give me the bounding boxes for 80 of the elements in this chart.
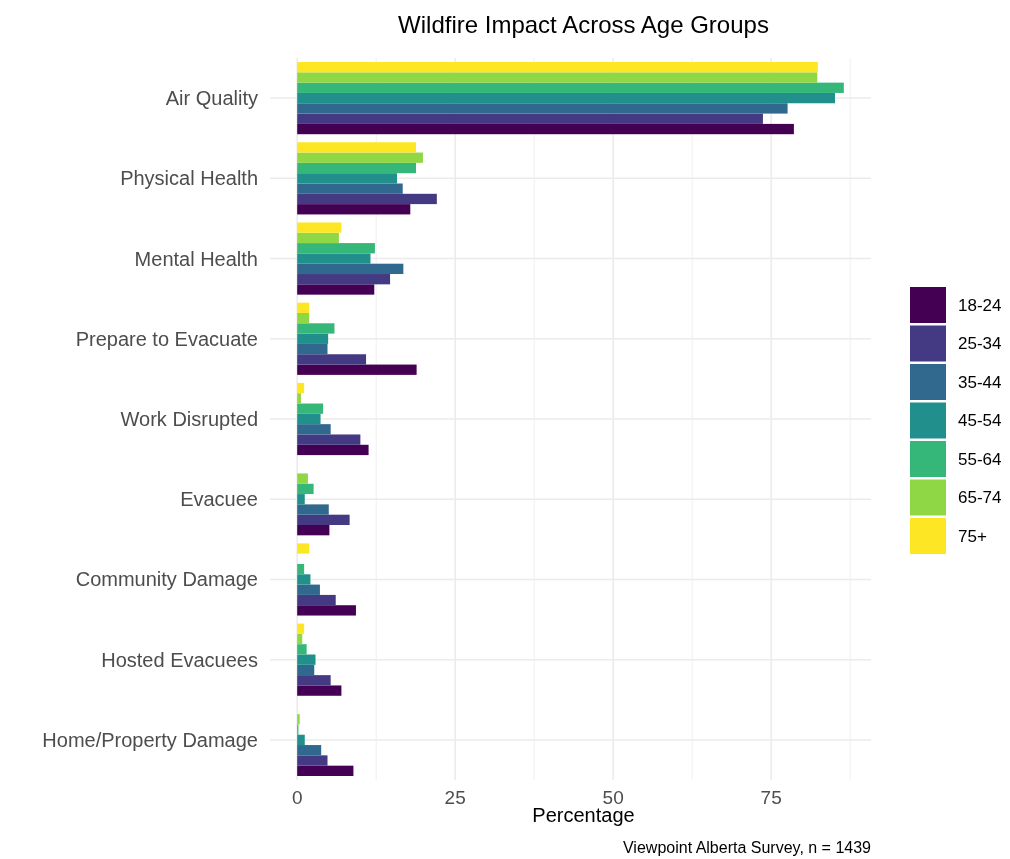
bar: [297, 333, 329, 344]
y-tick-label: Hosted Evacuees: [101, 648, 258, 671]
bar: [297, 654, 316, 665]
legend-label: 45-54: [958, 411, 1002, 431]
bar: [297, 605, 356, 616]
bar: [297, 343, 328, 355]
y-tick-label: Prepare to Evacuate: [75, 327, 258, 350]
y-tick-label: Work Disrupted: [120, 408, 258, 430]
bar: [297, 204, 411, 215]
bar: [297, 393, 301, 404]
bar: [297, 274, 391, 285]
bar: [297, 413, 321, 425]
bar: [297, 323, 335, 334]
legend-label: 55-64: [958, 449, 1002, 469]
bar: [297, 103, 788, 114]
bar: [297, 644, 307, 655]
bar: [297, 734, 305, 746]
bar: [297, 284, 375, 295]
y-tick-label: Home/Property Damage: [42, 728, 258, 751]
bar: [297, 302, 310, 313]
bar: [297, 232, 339, 244]
bar: [297, 364, 417, 375]
bar: [297, 745, 322, 756]
bar: [297, 72, 818, 83]
bar: [297, 594, 336, 606]
bar: [297, 403, 324, 414]
bar: [297, 444, 369, 456]
legend-label: 75+: [958, 526, 987, 546]
legend-label: 35-44: [958, 372, 1002, 392]
y-tick-label: Community Damage: [75, 568, 258, 591]
legend-label: 25-34: [958, 334, 1002, 354]
bar: [297, 113, 763, 124]
bar: [297, 142, 416, 153]
bar: [297, 424, 331, 435]
bar: [297, 685, 342, 696]
bar: [297, 525, 330, 536]
bar: [297, 253, 371, 264]
bar: [297, 514, 350, 526]
y-tick-label: Evacuee: [180, 488, 258, 511]
legend-label: 18-24: [958, 295, 1002, 315]
chart-title: Wildfire Impact Across Age Groups: [398, 11, 769, 38]
bar: [297, 563, 305, 575]
text: Viewpoint Alberta Survey, n = 1439: [622, 839, 872, 856]
bar: [297, 312, 310, 324]
bar: [297, 123, 794, 135]
bar: [297, 504, 329, 515]
bar: [297, 584, 320, 595]
bar: [297, 675, 331, 686]
bar: [297, 183, 403, 194]
bar: [297, 574, 311, 585]
bar: [297, 82, 844, 93]
bar: [297, 152, 423, 163]
bar: [297, 755, 328, 766]
bar: [297, 222, 342, 233]
x-tick-label: 25: [444, 786, 466, 808]
bar: [297, 263, 404, 275]
y-tick-label: Physical Health: [120, 167, 258, 190]
bar: [297, 473, 308, 484]
y-tick-label: Mental Health: [134, 247, 258, 270]
bar: [297, 483, 314, 495]
bar: [297, 714, 300, 725]
bar: [297, 243, 375, 254]
bar: [297, 623, 305, 634]
bar: [297, 494, 305, 505]
bar: [297, 162, 416, 174]
bar: [297, 382, 305, 394]
bar: [297, 543, 310, 554]
bar: [297, 193, 437, 205]
y-tick-label: Air Quality: [165, 87, 258, 110]
legend-label: 65-74: [958, 488, 1002, 508]
bar: [297, 633, 303, 645]
bar: [297, 664, 315, 676]
bar: [297, 173, 398, 184]
bar: [297, 434, 361, 445]
bar: [297, 765, 354, 776]
bar: [297, 354, 367, 365]
bar: [297, 62, 818, 73]
bar: [297, 92, 835, 104]
x-tick-label: 0: [291, 786, 303, 808]
x-tick-label: 75: [760, 786, 782, 808]
